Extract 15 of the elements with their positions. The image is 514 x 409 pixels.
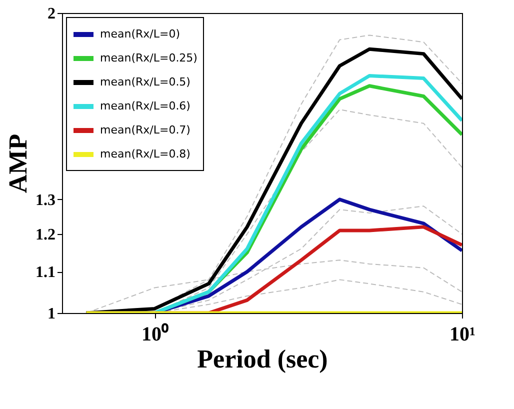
y-axis-title: AMP <box>4 134 32 194</box>
y-tick-label: 1.3 <box>36 192 56 209</box>
legend-label: mean(Rx/L=0.7) <box>100 124 190 136</box>
y-tick-label: 1.1 <box>36 264 56 282</box>
x-axis-title: Period (sec) <box>197 344 328 374</box>
legend-label: mean(Rx/L=0.25) <box>100 52 198 64</box>
legend-label: mean(Rx/L=0.5) <box>100 76 190 88</box>
legend-label: mean(Rx/L=0) <box>100 28 180 40</box>
y-tick-label: 2 <box>48 6 56 22</box>
legend-label: mean(Rx/L=0.6) <box>100 100 190 112</box>
legend-label: mean(Rx/L=0.8) <box>100 148 190 160</box>
y-tick-label: 1.2 <box>36 226 56 244</box>
y-tick-label: 1 <box>48 306 56 322</box>
x-tick-label: 10¹ <box>450 324 476 346</box>
x-tick-label: 10⁰ <box>142 322 169 346</box>
